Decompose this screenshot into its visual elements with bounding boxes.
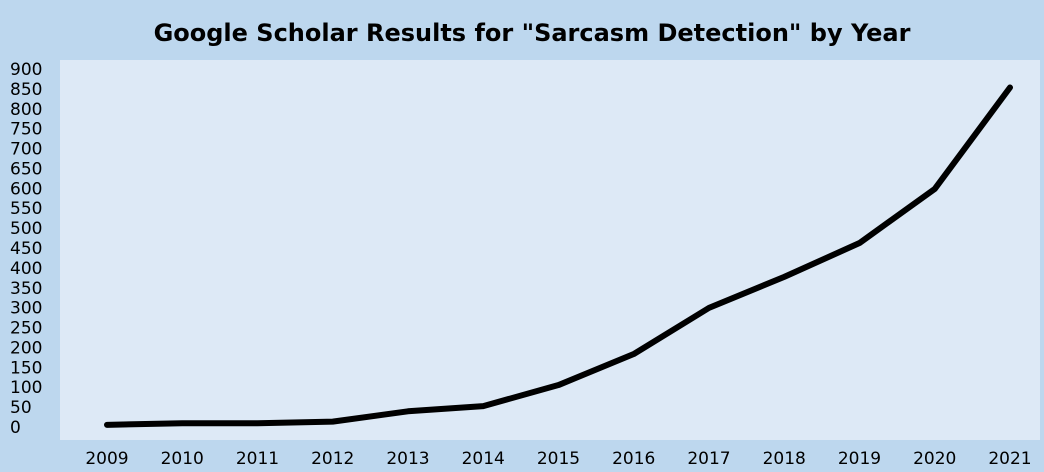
x-tick-label: 2015 bbox=[537, 449, 580, 469]
x-tick-label: 2014 bbox=[462, 449, 505, 469]
y-tick-label: 450 bbox=[10, 239, 42, 259]
y-tick-label: 400 bbox=[10, 259, 42, 279]
y-tick-label: 750 bbox=[10, 120, 42, 140]
x-tick-label: 2012 bbox=[311, 449, 354, 469]
y-tick-label: 200 bbox=[10, 338, 42, 358]
x-tick-label: 2018 bbox=[763, 449, 806, 469]
y-tick-label: 800 bbox=[10, 100, 42, 120]
x-tick-label: 2011 bbox=[236, 449, 279, 469]
x-tick-label: 2017 bbox=[687, 449, 730, 469]
y-tick-label: 350 bbox=[10, 279, 42, 299]
x-tick-label: 2016 bbox=[612, 449, 655, 469]
x-tick-label: 2009 bbox=[85, 449, 128, 469]
x-tick-label: 2010 bbox=[161, 449, 204, 469]
y-tick-label: 150 bbox=[10, 358, 42, 378]
plot-area bbox=[60, 60, 1040, 440]
y-tick-label: 300 bbox=[10, 299, 42, 319]
x-tick-label: 2013 bbox=[386, 449, 429, 469]
data-line bbox=[104, 84, 1013, 428]
y-tick-label: 250 bbox=[10, 319, 42, 339]
y-tick-label: 0 bbox=[10, 418, 21, 438]
x-tick-label: 2021 bbox=[988, 449, 1031, 469]
x-tick-label: 2019 bbox=[838, 449, 881, 469]
y-tick-label: 500 bbox=[10, 219, 42, 239]
y-tick-label: 550 bbox=[10, 199, 42, 219]
y-tick-label: 50 bbox=[10, 398, 32, 418]
chart-title: Google Scholar Results for "Sarcasm Dete… bbox=[154, 19, 911, 47]
y-tick-label: 850 bbox=[10, 80, 42, 100]
y-tick-label: 700 bbox=[10, 140, 42, 160]
y-tick-label: 900 bbox=[10, 60, 42, 80]
y-tick-label: 600 bbox=[10, 179, 42, 199]
x-tick-label: 2020 bbox=[913, 449, 956, 469]
y-tick-label: 100 bbox=[10, 378, 42, 398]
y-tick-label: 650 bbox=[10, 159, 42, 179]
